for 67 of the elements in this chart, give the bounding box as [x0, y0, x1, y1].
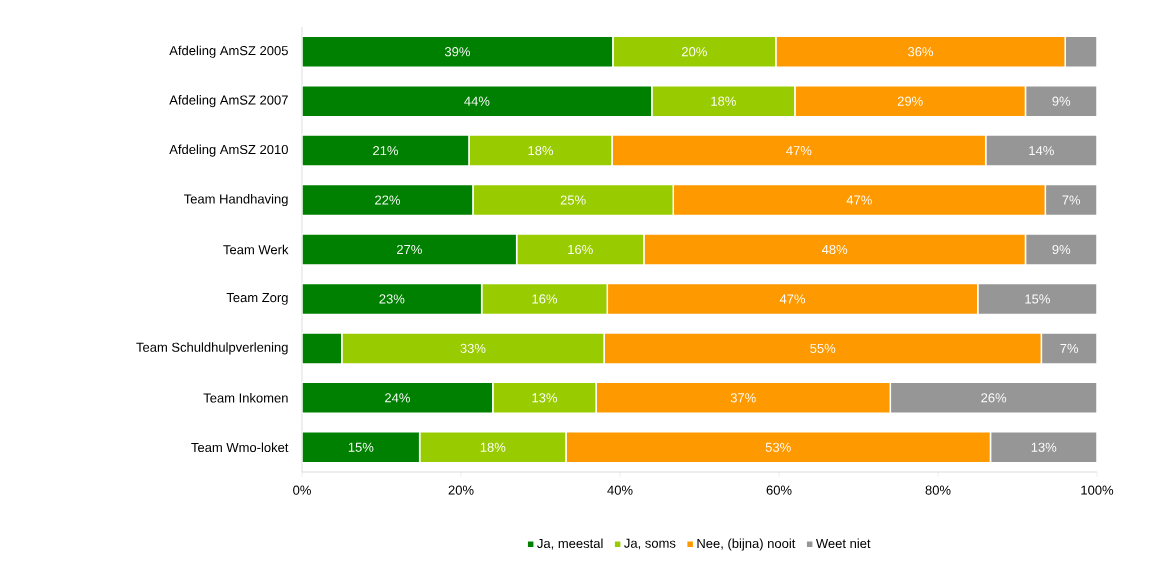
bar [302, 35, 614, 68]
data-label: 21% [373, 146, 399, 156]
data-label: 53% [765, 442, 791, 452]
x-tick-label: 100% [1081, 485, 1114, 495]
data-label: 16% [532, 294, 558, 304]
data-label: 15% [1025, 294, 1050, 304]
data-label: 18% [480, 442, 506, 452]
bar [1024, 84, 1097, 118]
data-label: 18% [528, 146, 554, 156]
data-label: 18% [711, 96, 736, 106]
y-tick-label: Team Schuldhulpverlening [136, 342, 288, 355]
data-label: 55% [810, 343, 836, 353]
bar [302, 233, 518, 266]
data-label: 13% [532, 393, 558, 403]
data-label: 7% [1062, 195, 1081, 205]
legend-label: Ja, soms [624, 538, 676, 550]
bar [989, 431, 1097, 464]
x-tick-label: 40% [607, 485, 633, 495]
x-tick-label: 60% [766, 485, 792, 495]
bar [977, 282, 1097, 316]
bar [1044, 183, 1097, 217]
legend-label: Weet niet [815, 538, 871, 549]
y-tick-label: Team Zorg [226, 293, 288, 305]
y-tick-label: Afdeling AmSZ 2005 [169, 45, 288, 58]
bar [889, 381, 1097, 415]
data-label: 29% [897, 96, 923, 106]
data-label: 27% [396, 244, 422, 255]
data-label: 16% [568, 244, 593, 255]
data-label: 9% [1052, 244, 1071, 255]
data-label: 15% [348, 442, 374, 452]
data-label: 13% [1031, 442, 1057, 452]
y-tick-label: Afdeling AmSZ 2010 [169, 144, 288, 157]
data-label: 44% [464, 96, 490, 106]
data-label: 9% [1052, 96, 1071, 106]
data-label: 14% [1029, 146, 1054, 156]
data-label: 36% [908, 47, 934, 57]
x-tick-label: 80% [925, 485, 951, 495]
data-label: 23% [379, 294, 405, 304]
data-label: 39% [444, 47, 470, 57]
bar [302, 84, 653, 118]
bar [302, 431, 421, 464]
data-label: 25% [560, 195, 586, 205]
bar [302, 381, 494, 415]
y-tick-label: Team Inkomen [203, 393, 288, 403]
data-label: 7% [1060, 343, 1079, 353]
bar [302, 134, 470, 167]
legend-label: Nee, (bijna) nooit [697, 538, 796, 551]
data-label: 47% [779, 294, 806, 304]
y-tick-label: Team Handhaving [183, 193, 288, 207]
data-label: 26% [981, 393, 1007, 403]
x-tick-label: 0% [293, 485, 311, 495]
data-label: 33% [460, 343, 486, 353]
bar [302, 282, 483, 316]
data-label: 20% [681, 47, 707, 57]
data-label: 37% [730, 393, 756, 403]
legend-label: Ja, meestal [537, 538, 603, 550]
bar [302, 183, 474, 217]
data-label: 24% [385, 393, 410, 403]
data-label: 48% [821, 244, 848, 255]
y-tick-label: Team Wmo-loket [191, 442, 289, 453]
y-tick-label: Team Werk [223, 244, 289, 255]
bar [984, 134, 1097, 167]
data-label: 47% [786, 146, 812, 156]
data-label: 22% [375, 195, 401, 205]
x-tick-label: 20% [448, 485, 474, 495]
y-tick-label: Afdeling AmSZ 2007 [169, 95, 288, 108]
data-label: 47% [846, 195, 872, 205]
